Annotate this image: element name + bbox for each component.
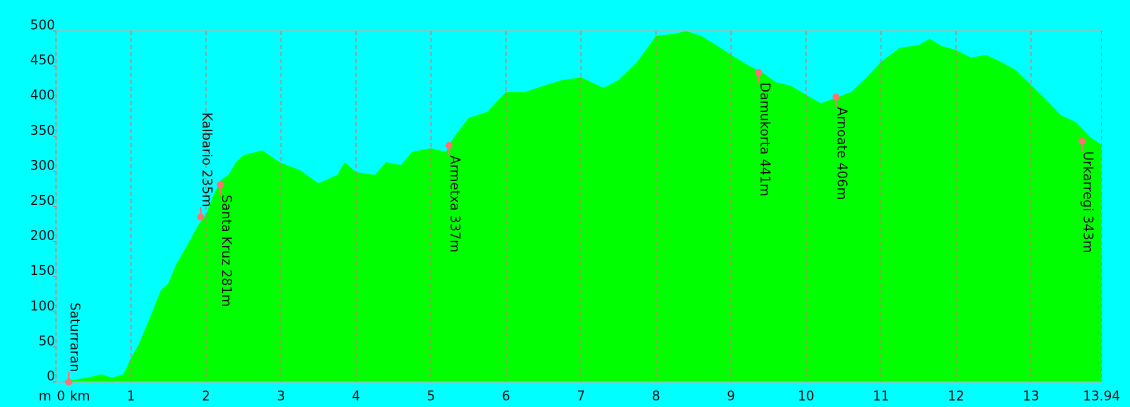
x-tick-label: 0 xyxy=(57,390,65,405)
annotation-marker xyxy=(832,93,840,101)
x-tick-label: 9 xyxy=(727,390,735,405)
annotation-label: Kalbario 235m xyxy=(198,112,213,207)
y-tick-label: 400 xyxy=(30,89,55,104)
annotation-label: Arnoate 406m xyxy=(834,107,849,200)
x-tick-label: 11 xyxy=(873,390,890,405)
x-axis-label: km xyxy=(70,390,90,405)
y-tick-label: 50 xyxy=(38,334,55,349)
y-tick-label: 100 xyxy=(30,299,55,314)
x-tick-label: 5 xyxy=(427,390,435,405)
y-tick-label: 250 xyxy=(30,194,55,209)
x-tick-label: 3 xyxy=(277,390,285,405)
x-tick-label: 13 xyxy=(1023,390,1040,405)
x-tick-label: 1 xyxy=(127,390,135,405)
x-tick-label: 2 xyxy=(202,390,210,405)
x-tick-label: 12 xyxy=(948,390,965,405)
x-tick-label: 6 xyxy=(502,390,510,405)
y-axis-label: m xyxy=(39,390,52,405)
annotation-label: Damukorta 441m xyxy=(756,82,771,196)
y-tick-label: 500 xyxy=(30,19,55,34)
y-tick-label: 350 xyxy=(30,124,55,139)
elevation-area xyxy=(56,31,1102,382)
x-tick-label: 13.94 xyxy=(1083,390,1120,405)
y-tick-label: 150 xyxy=(30,264,55,279)
x-tick-label: 10 xyxy=(798,390,815,405)
x-tick-label: 8 xyxy=(652,390,660,405)
y-tick-label: 300 xyxy=(30,159,55,174)
x-tick-label: 7 xyxy=(577,390,585,405)
annotation-marker xyxy=(755,68,763,76)
x-tick-label: 4 xyxy=(352,390,360,405)
annotation-label: Urkarregi 343m xyxy=(1080,151,1095,253)
annotation-marker xyxy=(197,213,205,221)
annotation-marker xyxy=(445,141,453,149)
annotation-marker xyxy=(1078,137,1086,145)
y-tick-label: 0 xyxy=(47,370,55,385)
y-tick-label: 450 xyxy=(30,54,55,69)
annotation-marker xyxy=(216,181,224,189)
annotation-label: Armetxa 337m xyxy=(447,155,462,252)
annotation-marker xyxy=(65,378,73,386)
annotation-label: Saturraran xyxy=(66,302,81,372)
y-tick-label: 200 xyxy=(30,229,55,244)
annotation-label: Santa Kruz 281m xyxy=(218,195,233,307)
